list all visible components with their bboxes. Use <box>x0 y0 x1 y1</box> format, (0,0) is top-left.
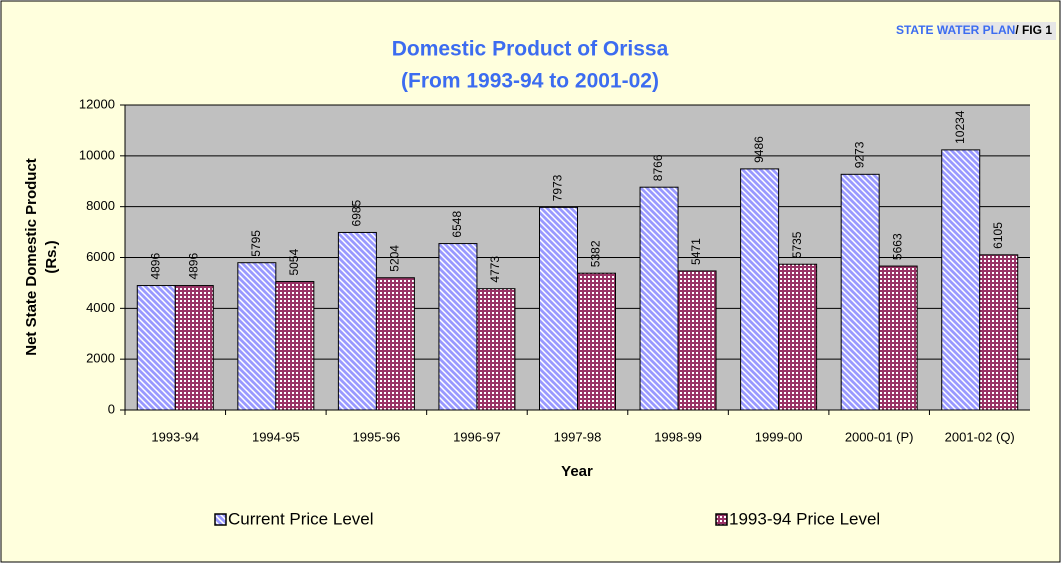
bar <box>840 173 880 411</box>
x-tick-label: 1997-98 <box>554 429 602 444</box>
data-label: 9273 <box>852 141 866 168</box>
data-label: 6105 <box>991 222 1005 249</box>
header-box <box>940 22 1056 40</box>
bar <box>577 272 616 411</box>
data-label: 4773 <box>488 256 502 283</box>
bar <box>941 149 981 411</box>
x-tick-label: 1996-97 <box>453 429 501 444</box>
header-label: STATE WATER PLAN <box>896 23 1015 37</box>
x-tick-label: 2001-02 (Q) <box>945 429 1015 444</box>
legend-label: Current Price Level <box>228 509 374 528</box>
x-tick-label: 1998-99 <box>654 429 702 444</box>
data-label: 10234 <box>953 110 967 144</box>
bar <box>639 186 679 411</box>
bar <box>136 285 176 411</box>
data-label: 5795 <box>249 230 263 257</box>
y-axis-unit: (Rs.) <box>43 240 60 273</box>
bar <box>476 288 516 411</box>
chart-title: Domestic Product of Orissa <box>392 38 669 61</box>
header-fig: / FIG 1 <box>1015 23 1052 37</box>
data-label: 6548 <box>450 211 464 238</box>
data-label: 5663 <box>890 233 904 260</box>
legend-swatch <box>715 513 728 526</box>
y-tick-label: 2000 <box>86 351 115 366</box>
data-label: 5204 <box>388 245 402 272</box>
bar <box>740 168 780 411</box>
data-label: 6985 <box>350 199 364 226</box>
y-tick-label: 10000 <box>79 147 115 162</box>
y-tick-label: 4000 <box>86 300 115 315</box>
data-label: 5054 <box>287 249 301 276</box>
data-label: 4896 <box>186 253 200 280</box>
data-label: 5382 <box>589 240 603 267</box>
data-label: 5471 <box>689 238 703 265</box>
x-tick-label: 1994-95 <box>252 429 300 444</box>
bar <box>275 281 315 411</box>
data-label: 4896 <box>148 253 162 280</box>
legend-swatch <box>214 513 227 526</box>
bar <box>237 262 277 411</box>
data-label: 9486 <box>752 136 766 163</box>
data-label: 7973 <box>551 174 565 201</box>
x-tick-label: 1999-00 <box>755 429 803 444</box>
data-label: 8766 <box>651 154 665 181</box>
y-tick-label: 12000 <box>79 96 115 111</box>
bar <box>174 285 214 411</box>
y-axis-title: Net State Domestic Product <box>23 158 40 356</box>
x-tick-label: 1995-96 <box>353 429 401 444</box>
chart-subtitle: (From 1993-94 to 2001-02) <box>401 70 659 93</box>
header: STATE WATER PLAN/ FIG 1 <box>896 23 1052 37</box>
bar <box>677 270 717 411</box>
bar <box>438 243 478 411</box>
x-tick-label: 2000-01 (P) <box>845 429 914 444</box>
data-label: 5735 <box>790 231 804 258</box>
x-axis-title: Year <box>561 463 593 480</box>
bar <box>539 206 578 411</box>
legend-label: 1993-94 Price Level <box>729 509 880 528</box>
bar <box>878 265 918 411</box>
x-tick-label: 1993-94 <box>151 429 199 444</box>
bar <box>778 263 818 411</box>
y-tick-label: 6000 <box>86 249 115 264</box>
bar <box>375 277 415 411</box>
bar <box>979 254 1019 411</box>
y-tick-label: 0 <box>108 401 115 416</box>
bar <box>337 231 377 411</box>
y-tick-label: 8000 <box>86 198 115 213</box>
